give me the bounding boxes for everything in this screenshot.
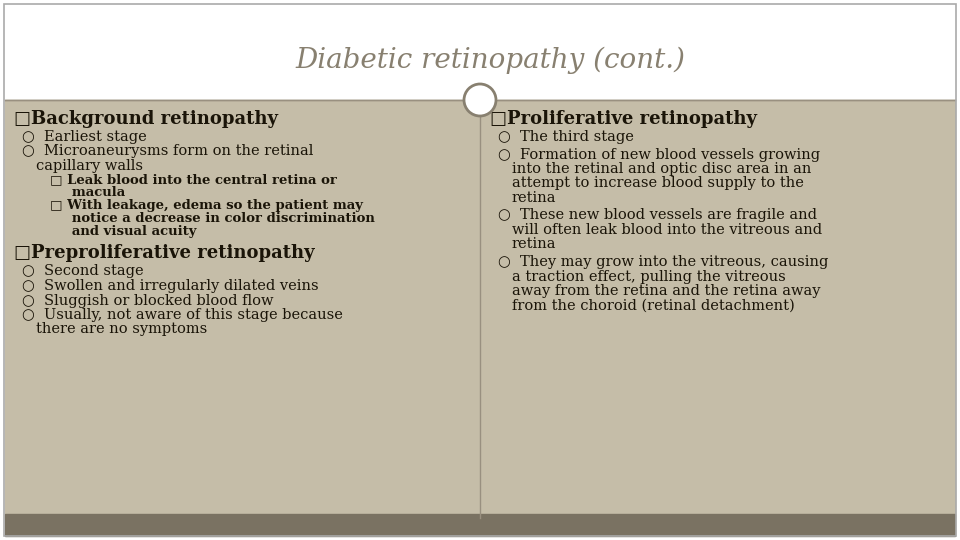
Text: and visual acuity: and visual acuity <box>58 226 197 239</box>
Text: ○  These new blood vessels are fragile and: ○ These new blood vessels are fragile an… <box>498 208 817 222</box>
Text: there are no symptoms: there are no symptoms <box>36 322 207 336</box>
Text: ○  Formation of new blood vessels growing: ○ Formation of new blood vessels growing <box>498 147 820 161</box>
Text: will often leak blood into the vitreous and: will often leak blood into the vitreous … <box>512 223 822 237</box>
Text: □ With leakage, edema so the patient may: □ With leakage, edema so the patient may <box>50 199 363 213</box>
Bar <box>5 100 955 518</box>
Text: attempt to increase blood supply to the: attempt to increase blood supply to the <box>512 177 804 191</box>
Text: □Proliferative retinopathy: □Proliferative retinopathy <box>490 110 757 128</box>
Text: a traction effect, pulling the vitreous: a traction effect, pulling the vitreous <box>512 269 785 284</box>
Text: ○  Microaneurysms form on the retinal: ○ Microaneurysms form on the retinal <box>22 145 313 159</box>
Circle shape <box>464 84 496 116</box>
Text: from the choroid (retinal detachment): from the choroid (retinal detachment) <box>512 299 795 313</box>
Text: ○  Second stage: ○ Second stage <box>22 265 144 279</box>
Text: ○  Usually, not aware of this stage because: ○ Usually, not aware of this stage becau… <box>22 308 343 322</box>
Text: □Background retinopathy: □Background retinopathy <box>14 110 278 128</box>
Text: into the retinal and optic disc area in an: into the retinal and optic disc area in … <box>512 162 811 176</box>
Text: away from the retina and the retina away: away from the retina and the retina away <box>512 284 821 298</box>
Text: ○  Earliest stage: ○ Earliest stage <box>22 130 147 144</box>
Text: retina: retina <box>512 238 557 252</box>
Text: retina: retina <box>512 191 557 205</box>
Text: Diabetic retinopathy (cont.): Diabetic retinopathy (cont.) <box>295 46 685 73</box>
Text: ○  They may grow into the vitreous, causing: ○ They may grow into the vitreous, causi… <box>498 255 828 269</box>
Text: capillary walls: capillary walls <box>36 159 143 173</box>
Text: ○  Swollen and irregularly dilated veins: ○ Swollen and irregularly dilated veins <box>22 279 319 293</box>
Bar <box>5 514 955 536</box>
Text: macula: macula <box>58 186 125 199</box>
Text: □ Leak blood into the central retina or: □ Leak blood into the central retina or <box>50 173 337 186</box>
Text: ○  Sluggish or blocked blood flow: ○ Sluggish or blocked blood flow <box>22 294 274 307</box>
Text: □Preproliferative retinopathy: □Preproliferative retinopathy <box>14 245 315 262</box>
Text: notice a decrease in color discrimination: notice a decrease in color discriminatio… <box>58 213 374 226</box>
Text: ○  The third stage: ○ The third stage <box>498 130 634 144</box>
Bar <box>5 1 955 100</box>
